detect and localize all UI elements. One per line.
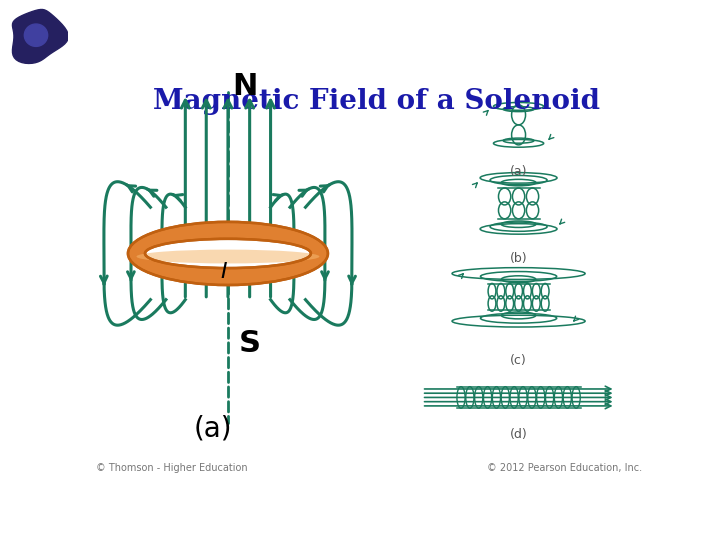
- Ellipse shape: [137, 249, 320, 264]
- Circle shape: [24, 24, 48, 46]
- Text: © 2012 Pearson Education, Inc.: © 2012 Pearson Education, Inc.: [487, 463, 642, 473]
- Text: S: S: [238, 329, 261, 358]
- Ellipse shape: [128, 222, 328, 285]
- Text: (a): (a): [510, 165, 527, 178]
- Text: (a): (a): [193, 414, 232, 442]
- Text: I: I: [221, 262, 228, 282]
- Text: Magnetic Field of a Solenoid: Magnetic Field of a Solenoid: [153, 88, 600, 115]
- Text: © Thomson - Higher Education: © Thomson - Higher Education: [96, 463, 248, 473]
- Text: (c): (c): [510, 354, 527, 367]
- Polygon shape: [12, 10, 68, 64]
- Text: (d): (d): [510, 428, 528, 441]
- Text: (b): (b): [510, 252, 527, 265]
- Text: N: N: [233, 72, 258, 101]
- Ellipse shape: [145, 239, 311, 268]
